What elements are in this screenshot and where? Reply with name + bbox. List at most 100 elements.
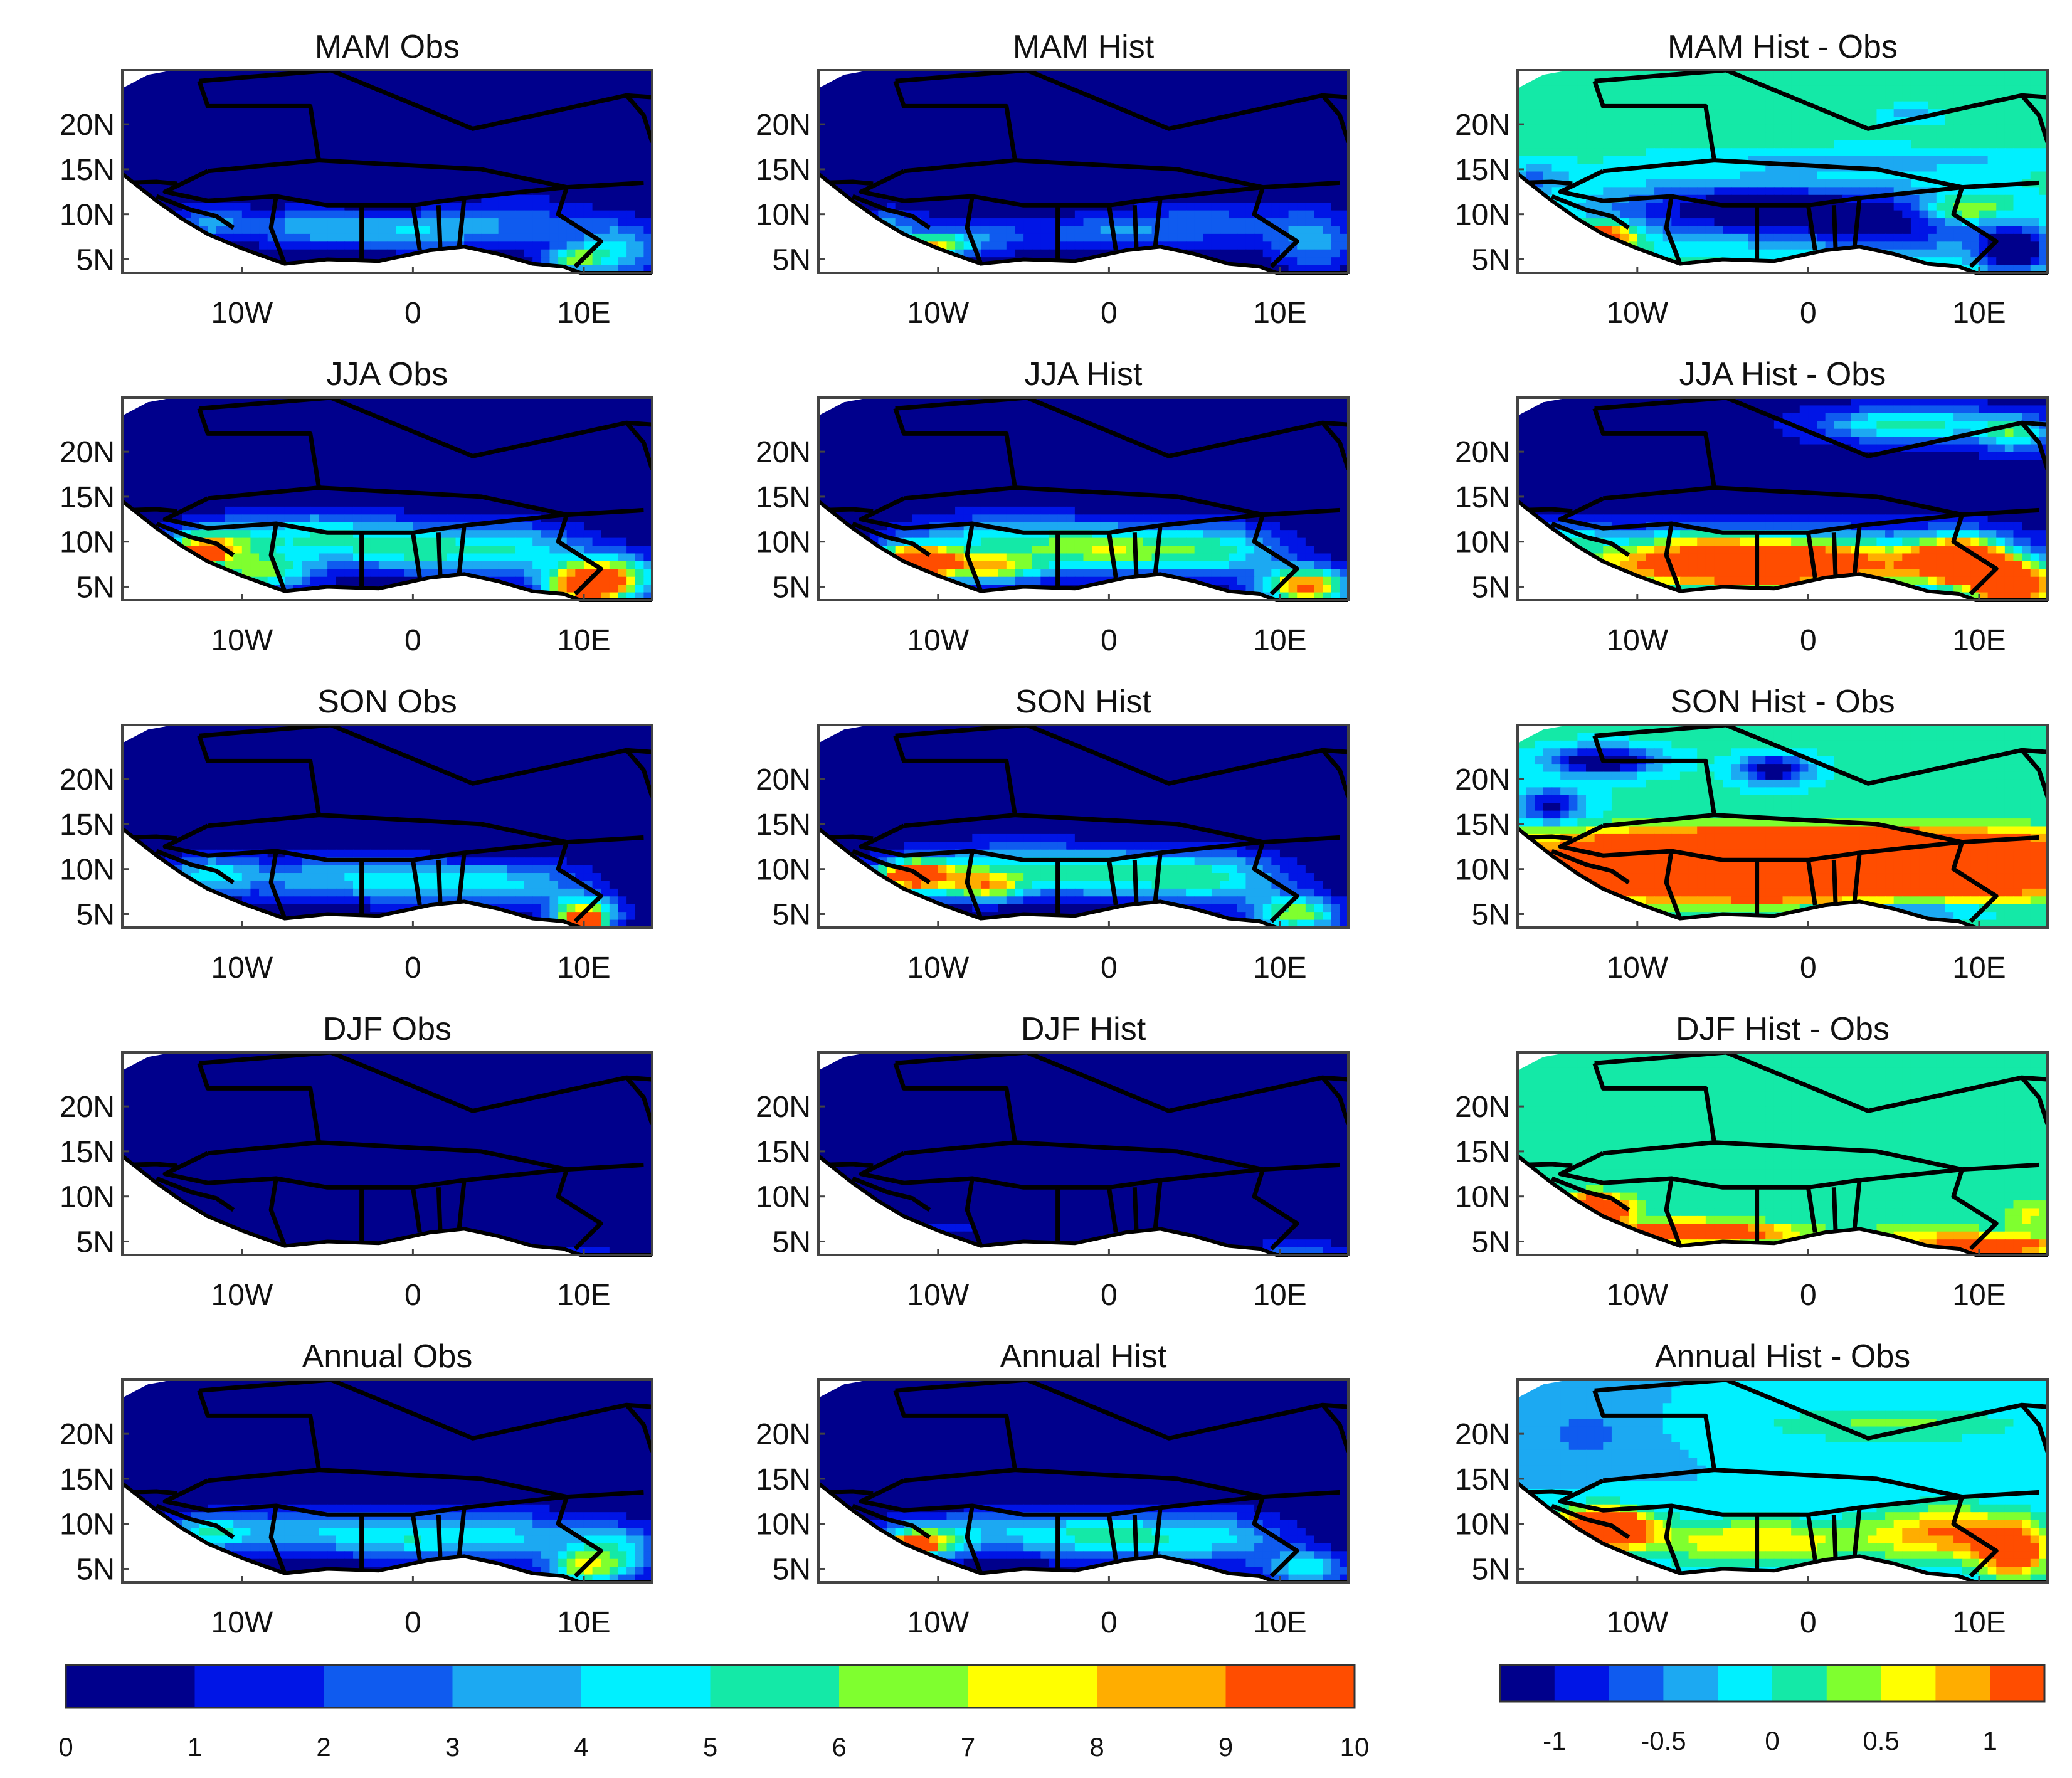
field-cell: [1936, 156, 1946, 164]
field-cell: [1876, 218, 1886, 227]
field-cell: [1987, 218, 1997, 227]
field-cell: [566, 194, 576, 203]
field-cell: [2022, 233, 2031, 243]
field-cell: [1331, 148, 1341, 157]
field-cell: [1288, 226, 1298, 235]
field-cell: [1560, 171, 1570, 180]
field-cell: [1023, 93, 1033, 102]
field-cell: [472, 203, 482, 211]
field-cell: [302, 171, 311, 180]
field-cell: [541, 194, 551, 203]
field-cell: [1006, 179, 1016, 188]
field-cell: [1160, 171, 1170, 180]
field-cell: [1603, 124, 1612, 134]
field-cell: [609, 164, 619, 172]
field-cell: [498, 70, 508, 79]
field-cell: [1288, 78, 1298, 87]
field-cell: [1015, 148, 1024, 157]
field-cell: [566, 156, 576, 164]
field-cell: [2004, 241, 2014, 250]
field-cell: [464, 249, 473, 258]
field-cell: [1194, 93, 1204, 102]
field-cell: [1987, 140, 1997, 149]
field-cell: [955, 171, 965, 180]
field-cell: [319, 78, 328, 87]
field-cell: [1671, 117, 1681, 125]
field-cell: [147, 233, 157, 243]
field-cell: [601, 194, 610, 203]
field-cell: [609, 210, 619, 219]
field-cell: [336, 210, 346, 219]
field-cell: [1893, 179, 1903, 188]
field-cell: [998, 140, 1007, 149]
field-cell: [147, 257, 157, 266]
field-cell: [344, 101, 354, 110]
field-cell: [1654, 140, 1664, 149]
field-cell: [455, 156, 465, 164]
field-cell: [361, 171, 371, 180]
field-cell: [430, 140, 440, 149]
field-cell: [938, 187, 948, 196]
field-cell: [852, 241, 862, 250]
field-cell: [1893, 78, 1903, 87]
field-cell: [1262, 140, 1272, 149]
field-cell: [216, 70, 226, 79]
field-cell: [1331, 156, 1341, 164]
field-cell: [1262, 233, 1272, 243]
field-cell: [1032, 85, 1042, 95]
field-cell: [498, 93, 508, 102]
field-cell: [267, 249, 277, 258]
field-cell: [498, 241, 508, 250]
field-cell: [1671, 179, 1681, 188]
field-cell: [1023, 132, 1033, 141]
field-cell: [498, 257, 508, 266]
field-cell: [191, 70, 200, 79]
field-cell: [1118, 156, 1127, 164]
field-cell: [1314, 85, 1323, 95]
field-cell: [1126, 148, 1136, 157]
field-cell: [2013, 241, 2022, 250]
field-cell: [1928, 249, 1937, 258]
field-cell: [566, 233, 576, 243]
field-cell: [1714, 140, 1723, 149]
field-cell: [1134, 132, 1144, 141]
field-cell: [980, 187, 990, 196]
field-cell: [421, 124, 431, 134]
field-cell: [1151, 85, 1161, 95]
field-cell: [165, 132, 174, 141]
field-cell: [1168, 203, 1178, 211]
field-cell: [1220, 156, 1229, 164]
field-cell: [938, 179, 948, 188]
field-cell: [352, 398, 362, 406]
field-cell: [1006, 78, 1016, 87]
field-cell: [250, 156, 260, 164]
field-cell: [1331, 164, 1341, 172]
field-cell: [421, 132, 431, 141]
field-cell: [532, 140, 542, 149]
field-cell: [575, 148, 584, 157]
field-cell: [998, 117, 1007, 125]
field-cell: [1817, 233, 1826, 243]
field-cell: [455, 140, 465, 149]
field-cell: [1757, 179, 1767, 188]
field-cell: [250, 179, 260, 188]
field-cell: [1577, 124, 1587, 134]
field-cell: [1271, 164, 1281, 172]
field-cell: [963, 140, 973, 149]
field-cell: [1808, 156, 1817, 164]
field-cell: [1271, 171, 1281, 180]
field-cell: [156, 132, 166, 141]
field-cell: [1679, 78, 1689, 87]
field-cell: [1629, 210, 1638, 219]
field-cell: [156, 226, 166, 235]
field-cell: [378, 187, 388, 196]
field-cell: [635, 140, 645, 149]
field-cell: [259, 203, 268, 211]
field-cell: [302, 241, 311, 250]
y-tick-label: 20N: [60, 108, 115, 142]
field-cell: [1791, 179, 1800, 188]
field-cell: [1177, 140, 1187, 149]
field-cell: [878, 117, 887, 125]
field-cell: [156, 241, 166, 250]
